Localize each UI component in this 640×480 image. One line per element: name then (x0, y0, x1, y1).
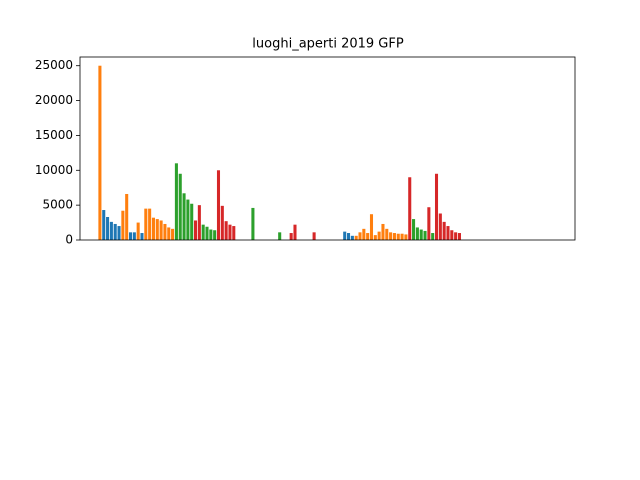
plot-frame (79, 56, 576, 241)
bar (125, 193, 129, 240)
y-tick-label: 25000 (35, 58, 73, 72)
bar (412, 219, 416, 240)
bar (151, 217, 155, 240)
bar (385, 228, 389, 240)
bar (228, 224, 232, 240)
bar (155, 219, 159, 240)
bar (350, 235, 354, 240)
chart-title: luoghi_aperti 2019 GFP (252, 37, 404, 52)
bar (182, 193, 186, 240)
bar (431, 233, 435, 240)
bar (446, 226, 450, 240)
bar (438, 213, 442, 240)
bar (373, 235, 377, 240)
bar (190, 203, 194, 240)
bar (186, 199, 190, 240)
bar (454, 232, 458, 240)
bar (167, 227, 171, 240)
bar (117, 226, 121, 240)
bar (102, 210, 106, 240)
bar (171, 228, 175, 240)
bar (354, 235, 358, 240)
y-tick-label: 5000 (42, 198, 73, 212)
bar (220, 205, 224, 240)
y-tick-label: 20000 (35, 93, 73, 107)
bar (457, 233, 461, 240)
bar (209, 229, 213, 240)
bar (362, 228, 366, 240)
bar (205, 226, 209, 240)
bar (98, 65, 102, 240)
bar (121, 210, 125, 240)
bar (232, 226, 236, 240)
bar (415, 227, 419, 240)
bar (109, 221, 113, 240)
bar (423, 230, 427, 240)
bar (419, 229, 423, 240)
bar (178, 173, 182, 240)
y-tick-label: 15000 (35, 128, 73, 142)
bar (148, 208, 152, 240)
bar (113, 223, 117, 240)
bar (140, 233, 144, 240)
bar (427, 207, 431, 240)
bar (197, 205, 201, 240)
bar (404, 234, 408, 240)
bar (106, 216, 110, 240)
bar (377, 231, 381, 240)
bar (128, 232, 133, 240)
bar (194, 220, 198, 240)
bar (400, 233, 404, 240)
bar (251, 207, 255, 240)
bar (159, 220, 163, 240)
bar (163, 223, 167, 240)
bar (450, 230, 454, 240)
bar (144, 208, 148, 240)
bar (278, 232, 282, 240)
bar (174, 163, 178, 240)
bar (213, 230, 217, 240)
bar (347, 233, 351, 240)
bar (224, 221, 228, 240)
bar (201, 224, 205, 240)
bar (343, 231, 347, 240)
bar (136, 222, 140, 240)
bar (434, 173, 439, 240)
bar (289, 233, 293, 240)
bar (366, 233, 370, 240)
bar (408, 177, 412, 240)
bar (132, 232, 136, 240)
bar (396, 233, 400, 240)
bar (389, 232, 393, 240)
bar (216, 170, 221, 240)
y-tick-label: 10000 (35, 163, 73, 177)
y-tick-label: 0 (65, 233, 73, 247)
bar (293, 224, 297, 240)
bar (381, 223, 385, 240)
bar (369, 214, 374, 240)
bar (358, 232, 362, 240)
bar (312, 232, 316, 240)
bar (392, 233, 396, 240)
bar (442, 221, 446, 240)
